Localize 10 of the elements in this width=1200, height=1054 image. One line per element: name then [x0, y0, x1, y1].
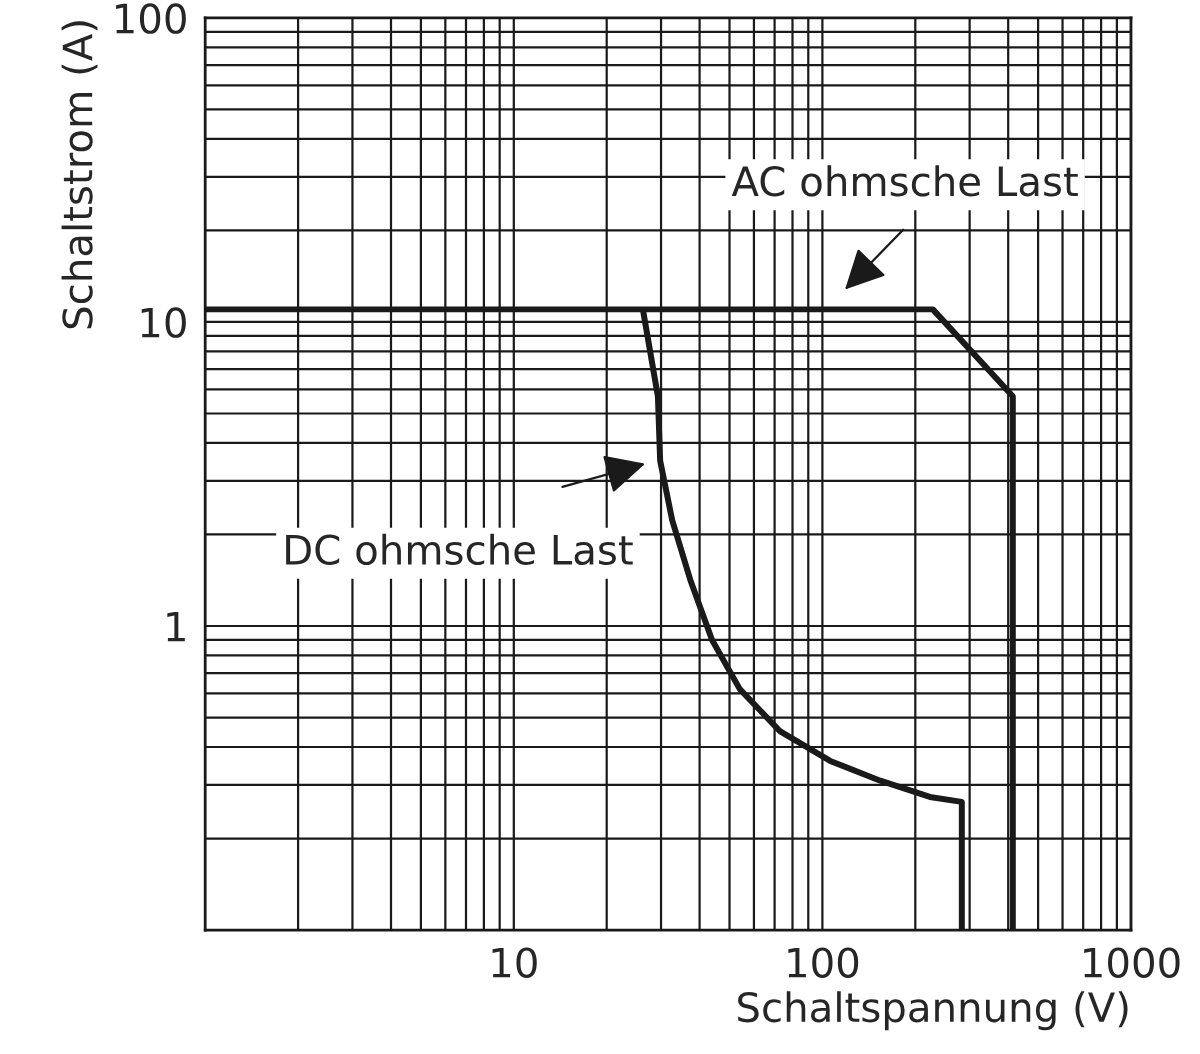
annotation: DC ohmsche Last: [286, 533, 633, 566]
x-tick-label: 1000: [1084, 947, 1180, 978]
y-tick-label: 10: [141, 307, 186, 338]
x-tick-label: 10: [492, 947, 537, 978]
x-tick-label: 100: [788, 947, 859, 978]
y-tick-label: 1: [167, 611, 185, 642]
x-axis-title: Schaltspannung (V): [738, 991, 1128, 1031]
y-axis-title: Schaltstrom (A): [61, 21, 98, 329]
annotation: AC ohmsche Last: [731, 165, 1078, 197]
y-tick-label: 100: [116, 3, 186, 34]
